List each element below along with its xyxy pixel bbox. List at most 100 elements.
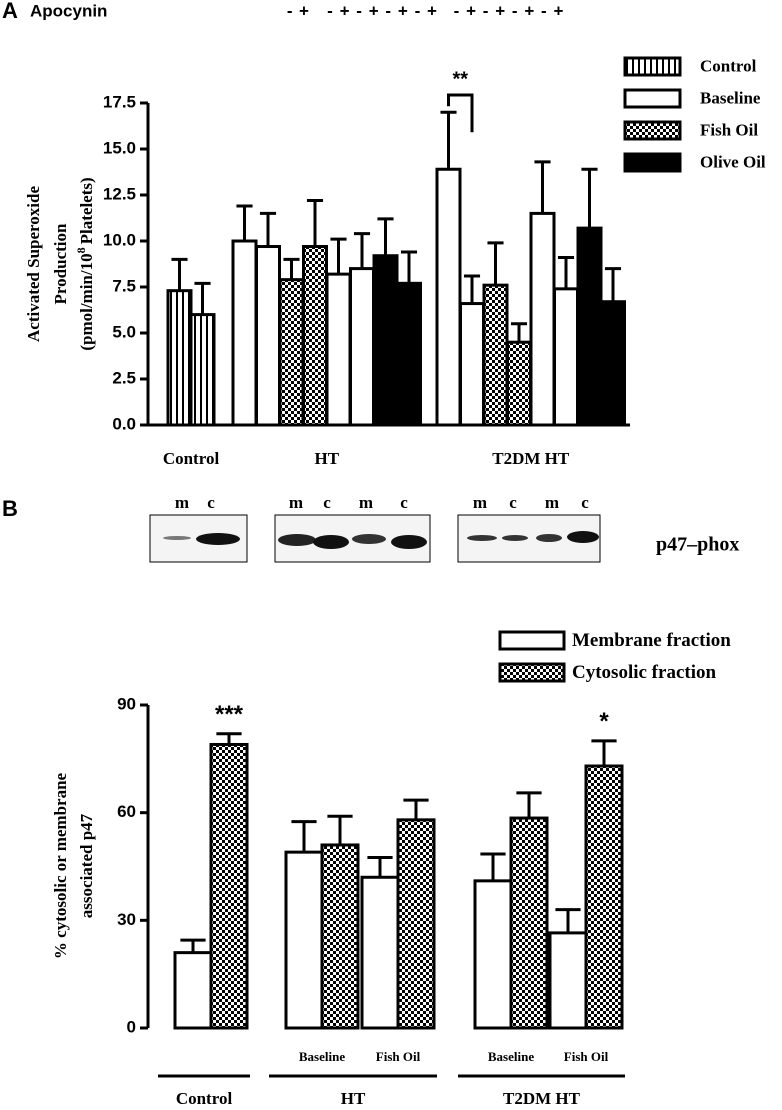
bar (529, 211, 556, 427)
bar (209, 742, 249, 1030)
blot-band (352, 534, 386, 544)
lane-label: c (323, 493, 331, 512)
error-bar (480, 852, 506, 881)
y-tick-label: 7.5 (112, 276, 136, 295)
error-bar (283, 257, 300, 280)
legend-label: Control (700, 56, 757, 75)
y-tick-label: 0 (127, 1017, 136, 1036)
error-bar (171, 257, 188, 291)
lane-label: c (509, 493, 517, 512)
apocynin-sign: + (553, 1, 563, 20)
lane-label: m (289, 493, 303, 512)
apocynin-sign: + (340, 1, 350, 20)
y-tick-label: 10.0 (103, 230, 136, 249)
bar (482, 283, 509, 427)
blot-band (163, 536, 191, 540)
apocynin-sign: + (398, 1, 408, 20)
error-bar (330, 237, 347, 275)
error-bar (353, 232, 371, 269)
lane-label: c (207, 493, 215, 512)
bar (349, 267, 375, 427)
legend-label: Olive Oil (700, 152, 766, 171)
bar (231, 239, 258, 427)
error-bar (194, 281, 211, 315)
y-axis-label: % cytosolic or membrane (51, 772, 70, 959)
legend-label: Membrane fraction (572, 630, 731, 651)
x-tick-label: Fish Oil (564, 1049, 609, 1064)
legend-label: Fish Oil (700, 120, 758, 139)
group-label: Control (176, 1089, 233, 1108)
y-tick-label: 0.0 (112, 414, 136, 433)
y-axis-label: Activated Superoxide (24, 186, 43, 342)
apocynin-sign: + (466, 1, 476, 20)
error-bar (306, 199, 324, 247)
y-axis-label-part: (pmol/min/10 (77, 253, 96, 350)
bar (255, 245, 281, 427)
legend-label: Baseline (700, 88, 761, 107)
apocynin-sign: - (454, 1, 460, 20)
bar (166, 289, 193, 427)
error-bar (440, 110, 457, 170)
legend-swatch (623, 152, 682, 173)
bar (189, 313, 216, 427)
group-label: HT (341, 1089, 366, 1108)
x-tick-label: Fish Oil (376, 1049, 421, 1064)
apocynin-sign: + (299, 1, 309, 20)
bar (473, 879, 513, 1030)
error-bar (487, 241, 504, 286)
lane-label: m (545, 493, 559, 512)
bar (360, 875, 400, 1030)
group-label: T2DM HT (503, 1089, 581, 1108)
error-bar (591, 739, 617, 767)
group-label: Control (163, 449, 220, 468)
bar (325, 272, 352, 427)
blot-band (467, 535, 497, 541)
bar (509, 816, 549, 1030)
group-label: HT (314, 449, 339, 468)
significance-bracket (447, 93, 474, 133)
blot-band (196, 533, 240, 545)
error-bar (216, 732, 242, 745)
y-tick-label: 12.5 (103, 184, 136, 203)
group-label: T2DM HT (492, 449, 570, 468)
apocynin-sign: + (524, 1, 534, 20)
bar (302, 245, 328, 427)
error-bar (327, 814, 353, 845)
blot-band (391, 535, 427, 549)
error-bar (581, 167, 598, 229)
significance-annotation: ** (452, 68, 468, 90)
y-axis-label-part: Platelets) (77, 177, 96, 244)
lane-label: m (473, 493, 487, 512)
error-bar (510, 322, 528, 343)
bar (576, 226, 603, 427)
error-bar (555, 908, 581, 933)
legend-swatch (498, 662, 566, 683)
error-bar (291, 820, 317, 853)
apocynin-sign: + (369, 1, 379, 20)
error-bar (604, 267, 622, 302)
error-bar (463, 274, 481, 304)
y-tick-label: 17.5 (103, 92, 136, 111)
lane-label: c (581, 493, 589, 512)
error-bar (259, 211, 277, 247)
error-bar (403, 798, 429, 820)
panel-letter: A (2, 0, 18, 23)
y-axis-label: Production (51, 223, 70, 304)
y-axis-label-superscript: 8 (74, 247, 88, 253)
error-bar (400, 250, 418, 284)
blot-band (502, 535, 528, 541)
apocynin-sign: - (415, 1, 421, 20)
y-tick-label: 90 (117, 694, 136, 713)
bar (506, 340, 532, 427)
apocynin-sign: + (427, 1, 437, 20)
apocynin-sign: - (327, 1, 333, 20)
bar (372, 254, 399, 427)
legend-swatch (623, 120, 682, 141)
significance-annotation: *** (215, 701, 244, 728)
apocynin-label: Apocynin (30, 1, 107, 20)
bar (320, 843, 360, 1030)
error-bar (180, 938, 206, 953)
bar (435, 167, 462, 427)
western-blot (149, 514, 601, 563)
